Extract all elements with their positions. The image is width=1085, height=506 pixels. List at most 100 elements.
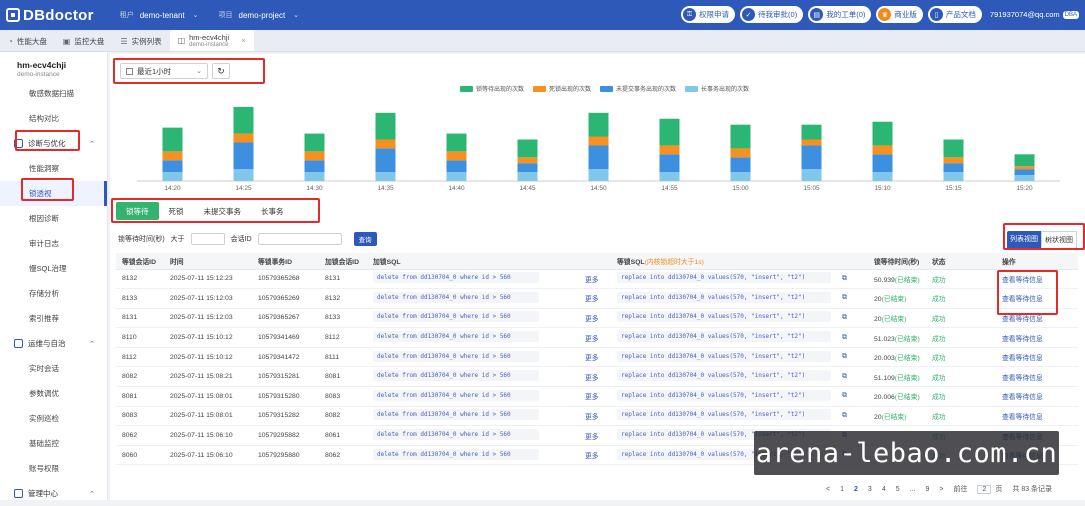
tab-3[interactable]: ◫ hm-ecv4chji demo-instance ×: [169, 30, 254, 51]
view-wait-info-link[interactable]: 查看等待信息: [1002, 296, 1043, 304]
sidebar-item-12[interactable]: 参数调优: [0, 381, 107, 406]
sidebar-item-7[interactable]: 慢SQL治理: [0, 256, 107, 281]
bar-segment[interactable]: [1014, 154, 1035, 167]
top-button-1[interactable]: ✓ 待我审批(0): [740, 6, 804, 23]
view-wait-info-link[interactable]: 查看等待信息: [1002, 374, 1043, 382]
copy-icon[interactable]: ⧉: [842, 274, 847, 282]
more-link[interactable]: 更多: [585, 394, 599, 402]
sidebar-item-8[interactable]: 存储分析: [0, 281, 107, 306]
sidebar-item-4[interactable]: 锁透视: [0, 181, 107, 206]
view-wait-info-link[interactable]: 查看等待信息: [1002, 394, 1043, 402]
bar-segment[interactable]: [943, 172, 964, 181]
app-logo[interactable]: DBdoctor: [6, 7, 94, 24]
bar-segment[interactable]: [943, 157, 964, 164]
sidebar-item-5[interactable]: 根因诊断: [0, 206, 107, 231]
bar-segment[interactable]: [304, 133, 325, 152]
bar-segment[interactable]: [588, 136, 609, 146]
bar-segment[interactable]: [659, 118, 680, 146]
bar-segment[interactable]: [1014, 166, 1035, 170]
sidebar-group-2[interactable]: 诊断与优化 ⌃: [0, 131, 107, 156]
bar-segment[interactable]: [801, 124, 822, 140]
bar-segment[interactable]: [801, 169, 822, 181]
page-5[interactable]: 5: [895, 485, 900, 493]
more-link[interactable]: 更多: [585, 315, 599, 323]
query-button[interactable]: 查询: [353, 232, 377, 246]
view-wait-info-link[interactable]: 查看等待信息: [1002, 276, 1043, 284]
bar-segment[interactable]: [517, 139, 538, 158]
bar-segment[interactable]: [588, 112, 609, 137]
copy-icon[interactable]: ⧉: [842, 353, 847, 361]
page-2[interactable]: 2: [854, 485, 858, 493]
bar-segment[interactable]: [872, 172, 893, 181]
more-link[interactable]: 更多: [585, 276, 599, 284]
bar-segment[interactable]: [730, 172, 751, 181]
refresh-button[interactable]: ↻: [212, 63, 230, 79]
more-link[interactable]: 更多: [585, 296, 599, 304]
view-wait-info-link[interactable]: 查看等待信息: [1002, 355, 1043, 363]
project-selector[interactable]: 项目 demo-project ⌄: [219, 10, 300, 20]
sidebar-item-15[interactable]: 账号权限: [0, 456, 107, 481]
tab-1[interactable]: ▣ 监控大盘: [55, 31, 113, 51]
type-tab-0[interactable]: 锁等待: [116, 202, 159, 220]
bar-segment[interactable]: [233, 106, 254, 134]
bar-segment[interactable]: [659, 145, 680, 155]
bar-segment[interactable]: [588, 169, 609, 181]
more-link[interactable]: 更多: [585, 355, 599, 363]
bar-segment[interactable]: [304, 151, 325, 161]
user-menu[interactable]: 791937074@qq.com DBA: [990, 10, 1079, 19]
bar-segment[interactable]: [304, 160, 325, 173]
sidebar-item-6[interactable]: 审计日志: [0, 231, 107, 256]
bar-segment[interactable]: [233, 133, 254, 143]
bar-segment[interactable]: [162, 127, 183, 152]
time-range-select[interactable]: 最近1小时 ⌄: [120, 63, 208, 79]
bar-segment[interactable]: [375, 148, 396, 173]
bar-segment[interactable]: [730, 157, 751, 173]
bar-segment[interactable]: [1014, 169, 1035, 176]
top-button-2[interactable]: ▤ 我的工单(0): [808, 6, 872, 23]
page-...[interactable]: ...: [909, 485, 916, 493]
bar-segment[interactable]: [375, 172, 396, 181]
bar-segment[interactable]: [872, 154, 893, 173]
goto-input[interactable]: 2: [977, 484, 992, 494]
bar-segment[interactable]: [588, 145, 609, 170]
bar-segment[interactable]: [233, 142, 254, 170]
list-view-button[interactable]: 列表视图: [1007, 231, 1041, 249]
sidebar-item-9[interactable]: 索引推荐: [0, 306, 107, 331]
bar-segment[interactable]: [801, 145, 822, 170]
type-tab-2[interactable]: 未提交事务: [203, 206, 242, 216]
view-wait-info-link[interactable]: 查看等待信息: [1002, 335, 1043, 343]
type-tab-3[interactable]: 长事务: [261, 206, 284, 216]
legend-item[interactable]: 未提交事务出现的次数: [600, 84, 676, 93]
copy-icon[interactable]: ⧉: [842, 411, 847, 419]
legend-item[interactable]: 长事务出现的次数: [685, 84, 749, 93]
page-4[interactable]: 4: [881, 485, 886, 493]
page-3[interactable]: 3: [867, 485, 872, 493]
top-button-4[interactable]: ▯ 产品文档: [927, 6, 982, 23]
bar-segment[interactable]: [943, 139, 964, 158]
bar-segment[interactable]: [659, 172, 680, 181]
bar-segment[interactable]: [162, 151, 183, 161]
type-tab-1[interactable]: 死锁: [168, 206, 184, 216]
copy-icon[interactable]: ⧉: [842, 392, 847, 400]
sidebar-group-16[interactable]: 管理中心 ⌃: [0, 481, 107, 506]
bar-segment[interactable]: [162, 172, 183, 181]
bar-segment[interactable]: [446, 133, 467, 152]
sidebar-item-1[interactable]: 结构对比: [0, 106, 107, 131]
wait-time-input[interactable]: [190, 233, 225, 245]
sidebar-item-14[interactable]: 基础监控: [0, 431, 107, 456]
bar-segment[interactable]: [304, 172, 325, 181]
bar-segment[interactable]: [446, 151, 467, 161]
bar-segment[interactable]: [659, 154, 680, 173]
copy-icon[interactable]: ⧉: [842, 313, 847, 321]
bar-segment[interactable]: [517, 172, 538, 181]
tab-2[interactable]: ☰ 实例列表: [112, 31, 169, 51]
more-link[interactable]: 更多: [585, 335, 599, 343]
top-button-0[interactable]: ⚿ 权限申请: [681, 6, 736, 23]
next-page-button[interactable]: >: [939, 485, 944, 493]
view-wait-info-link[interactable]: 查看等待信息: [1002, 315, 1043, 323]
bar-segment[interactable]: [375, 139, 396, 149]
bar-segment[interactable]: [730, 148, 751, 158]
page-9[interactable]: 9: [925, 485, 930, 493]
top-button-3[interactable]: ♛ 商业版: [876, 6, 923, 23]
legend-item[interactable]: 死锁出现的次数: [533, 84, 591, 93]
